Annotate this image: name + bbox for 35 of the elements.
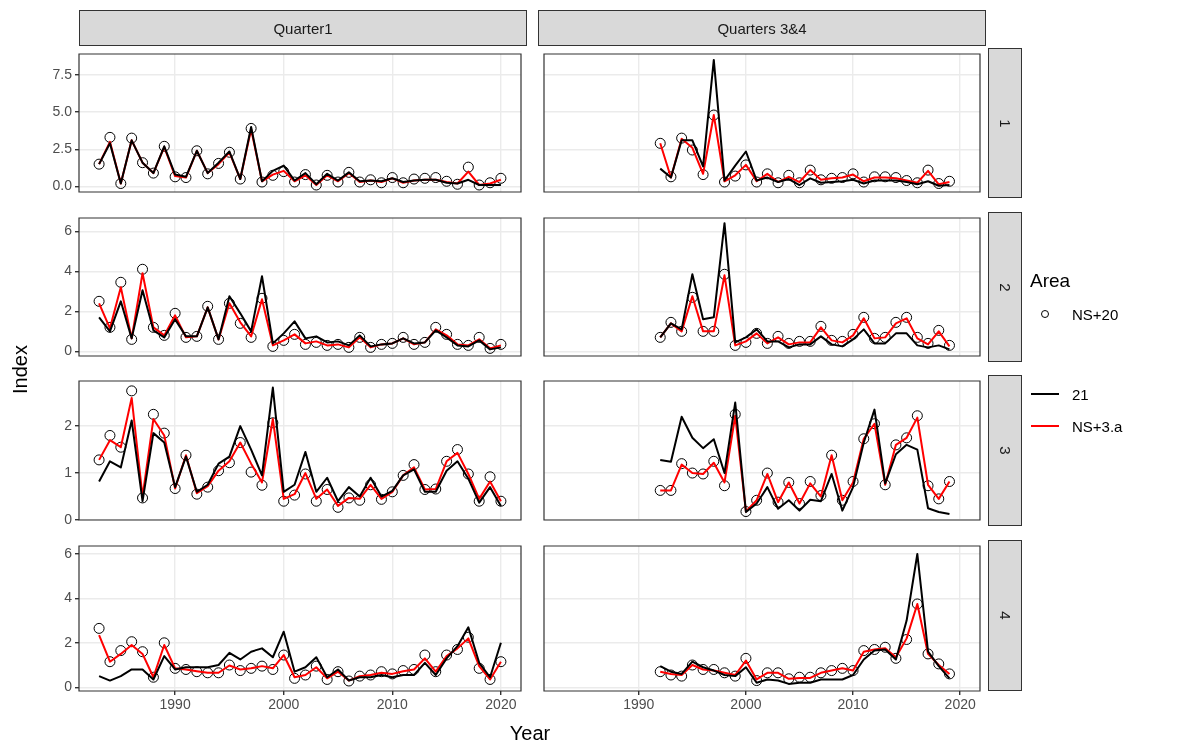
y-tick-label: 4 <box>64 262 73 279</box>
x-tick-label: 2010 <box>376 696 409 713</box>
x-tick-label: 2010 <box>837 696 869 713</box>
y-tick-label: 0 <box>64 510 73 527</box>
y-axis-title: Index <box>8 344 32 396</box>
x-tick-label: 2000 <box>730 696 762 713</box>
y-tick-label: 1 <box>64 463 73 480</box>
x-tick-label: 2000 <box>268 696 300 713</box>
y2-axis-title: 4 <box>996 611 1014 620</box>
y2-axis-title: 3 <box>996 446 1014 455</box>
chart-title: Quarters 3&4 <box>538 10 986 46</box>
y2-axis-title: 2 <box>996 282 1014 292</box>
y-tick-label: 5.0 <box>52 102 73 119</box>
y-tick-label: 6 <box>64 222 73 239</box>
y-tick-label: 7.5 <box>52 65 73 82</box>
y-tick-label: 2 <box>64 302 73 319</box>
y-tick-label: 0 <box>64 678 73 695</box>
legend-label: NS+3.a <box>1072 417 1123 435</box>
y-tick-label: 4 <box>64 589 73 606</box>
y-tick-label: 6 <box>64 544 73 561</box>
y-tick-label: 0.0 <box>52 177 73 194</box>
legend-title: Area <box>1030 270 1072 292</box>
x-tick-label: 1990 <box>623 696 655 713</box>
y-tick-label: 2.5 <box>52 140 73 157</box>
x-tick-label: 2020 <box>944 696 976 713</box>
legend-label: 21 <box>1072 385 1089 403</box>
y2-axis-title: 1 <box>996 118 1014 128</box>
x-tick-label: 2020 <box>485 696 517 713</box>
chart-title: Quarter1 <box>79 10 527 46</box>
x-axis-title: Year <box>508 722 552 745</box>
y-tick-label: 2 <box>64 416 73 433</box>
y-tick-label: 0 <box>64 342 73 359</box>
legend-label: NS+20 <box>1072 305 1119 323</box>
x-tick-label: 1990 <box>159 696 191 713</box>
y-tick-label: 2 <box>64 633 73 650</box>
